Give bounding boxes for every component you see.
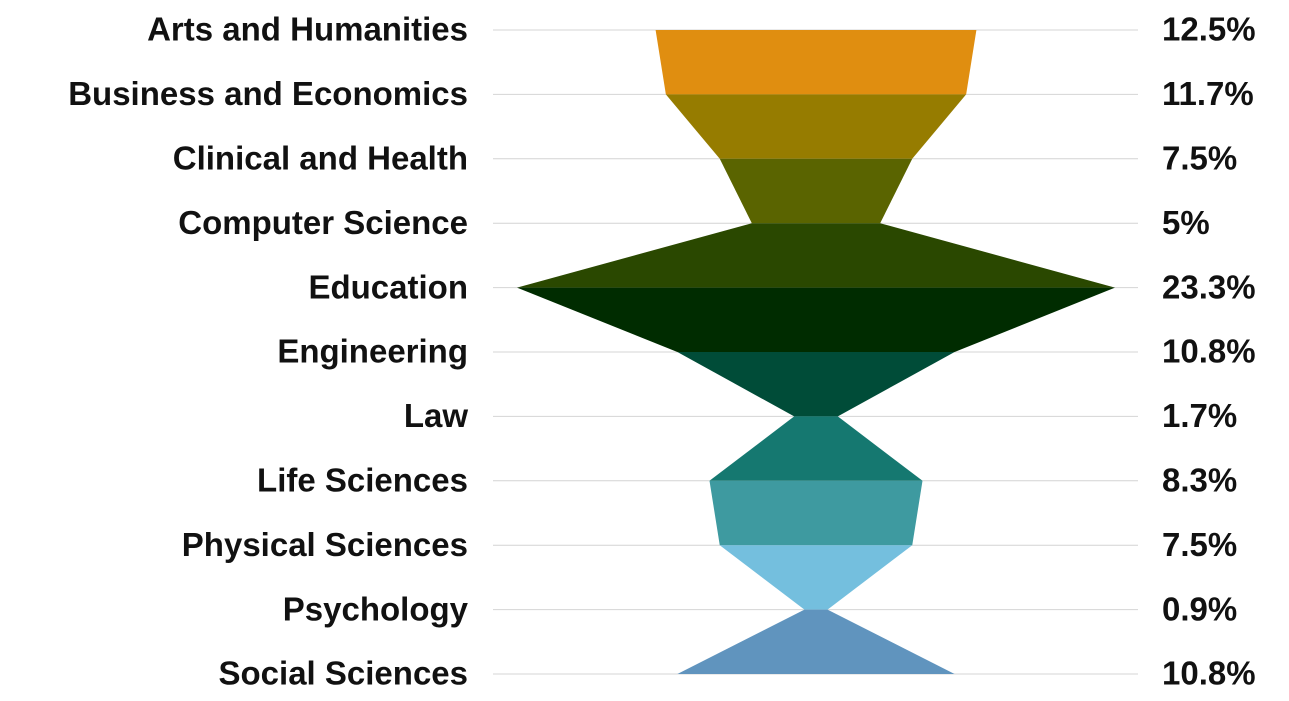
value-label: 7.5% xyxy=(1162,526,1237,563)
value-label: 23.3% xyxy=(1162,268,1256,305)
funnel-segment xyxy=(677,609,955,674)
funnel-segment xyxy=(665,94,967,159)
value-label: 11.7% xyxy=(1162,75,1254,112)
category-label: Social Sciences xyxy=(219,655,468,692)
funnel-segment xyxy=(517,223,1115,288)
value-label: 7.5% xyxy=(1162,140,1237,177)
value-label: 5% xyxy=(1162,204,1210,241)
funnel-segment xyxy=(709,480,923,546)
funnel-segment xyxy=(719,545,913,610)
funnel-segment xyxy=(677,352,955,417)
category-label: Life Sciences xyxy=(257,462,468,499)
value-label: 0.9% xyxy=(1162,590,1237,627)
value-label: 10.8% xyxy=(1162,655,1256,692)
category-label: Clinical and Health xyxy=(173,140,468,177)
category-label: Psychology xyxy=(283,590,469,627)
category-label: Computer Science xyxy=(178,204,468,241)
category-label: Engineering xyxy=(277,333,468,370)
funnel-segment xyxy=(655,30,977,95)
value-label: 12.5% xyxy=(1162,11,1256,48)
value-label: 8.3% xyxy=(1162,462,1237,499)
value-label: 1.7% xyxy=(1162,397,1237,434)
funnel-segment xyxy=(517,287,1115,352)
category-label: Physical Sciences xyxy=(182,526,468,563)
category-label: Business and Economics xyxy=(68,75,468,112)
funnel-segment xyxy=(709,416,923,481)
category-label: Education xyxy=(308,268,468,305)
funnel-segment xyxy=(719,158,913,224)
value-label: 10.8% xyxy=(1162,333,1256,370)
category-label: Law xyxy=(404,397,469,434)
category-label: Arts and Humanities xyxy=(147,11,468,48)
